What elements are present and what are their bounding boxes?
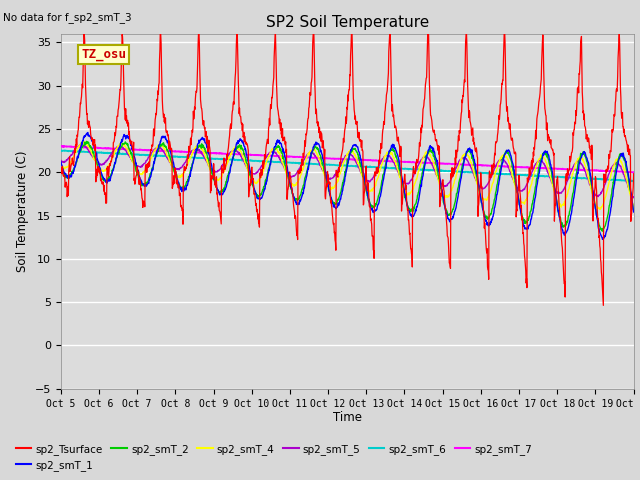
- Legend: sp2_Tsurface, sp2_smT_1, sp2_smT_2, sp2_smT_4, sp2_smT_5, sp2_smT_6, sp2_smT_7: sp2_Tsurface, sp2_smT_1, sp2_smT_2, sp2_…: [12, 439, 536, 475]
- Y-axis label: Soil Temperature (C): Soil Temperature (C): [16, 150, 29, 272]
- Text: TZ_osu: TZ_osu: [81, 48, 126, 61]
- Title: SP2 Soil Temperature: SP2 Soil Temperature: [266, 15, 429, 30]
- X-axis label: Time: Time: [333, 411, 362, 424]
- Text: No data for f_sp2_smT_3: No data for f_sp2_smT_3: [3, 12, 132, 23]
